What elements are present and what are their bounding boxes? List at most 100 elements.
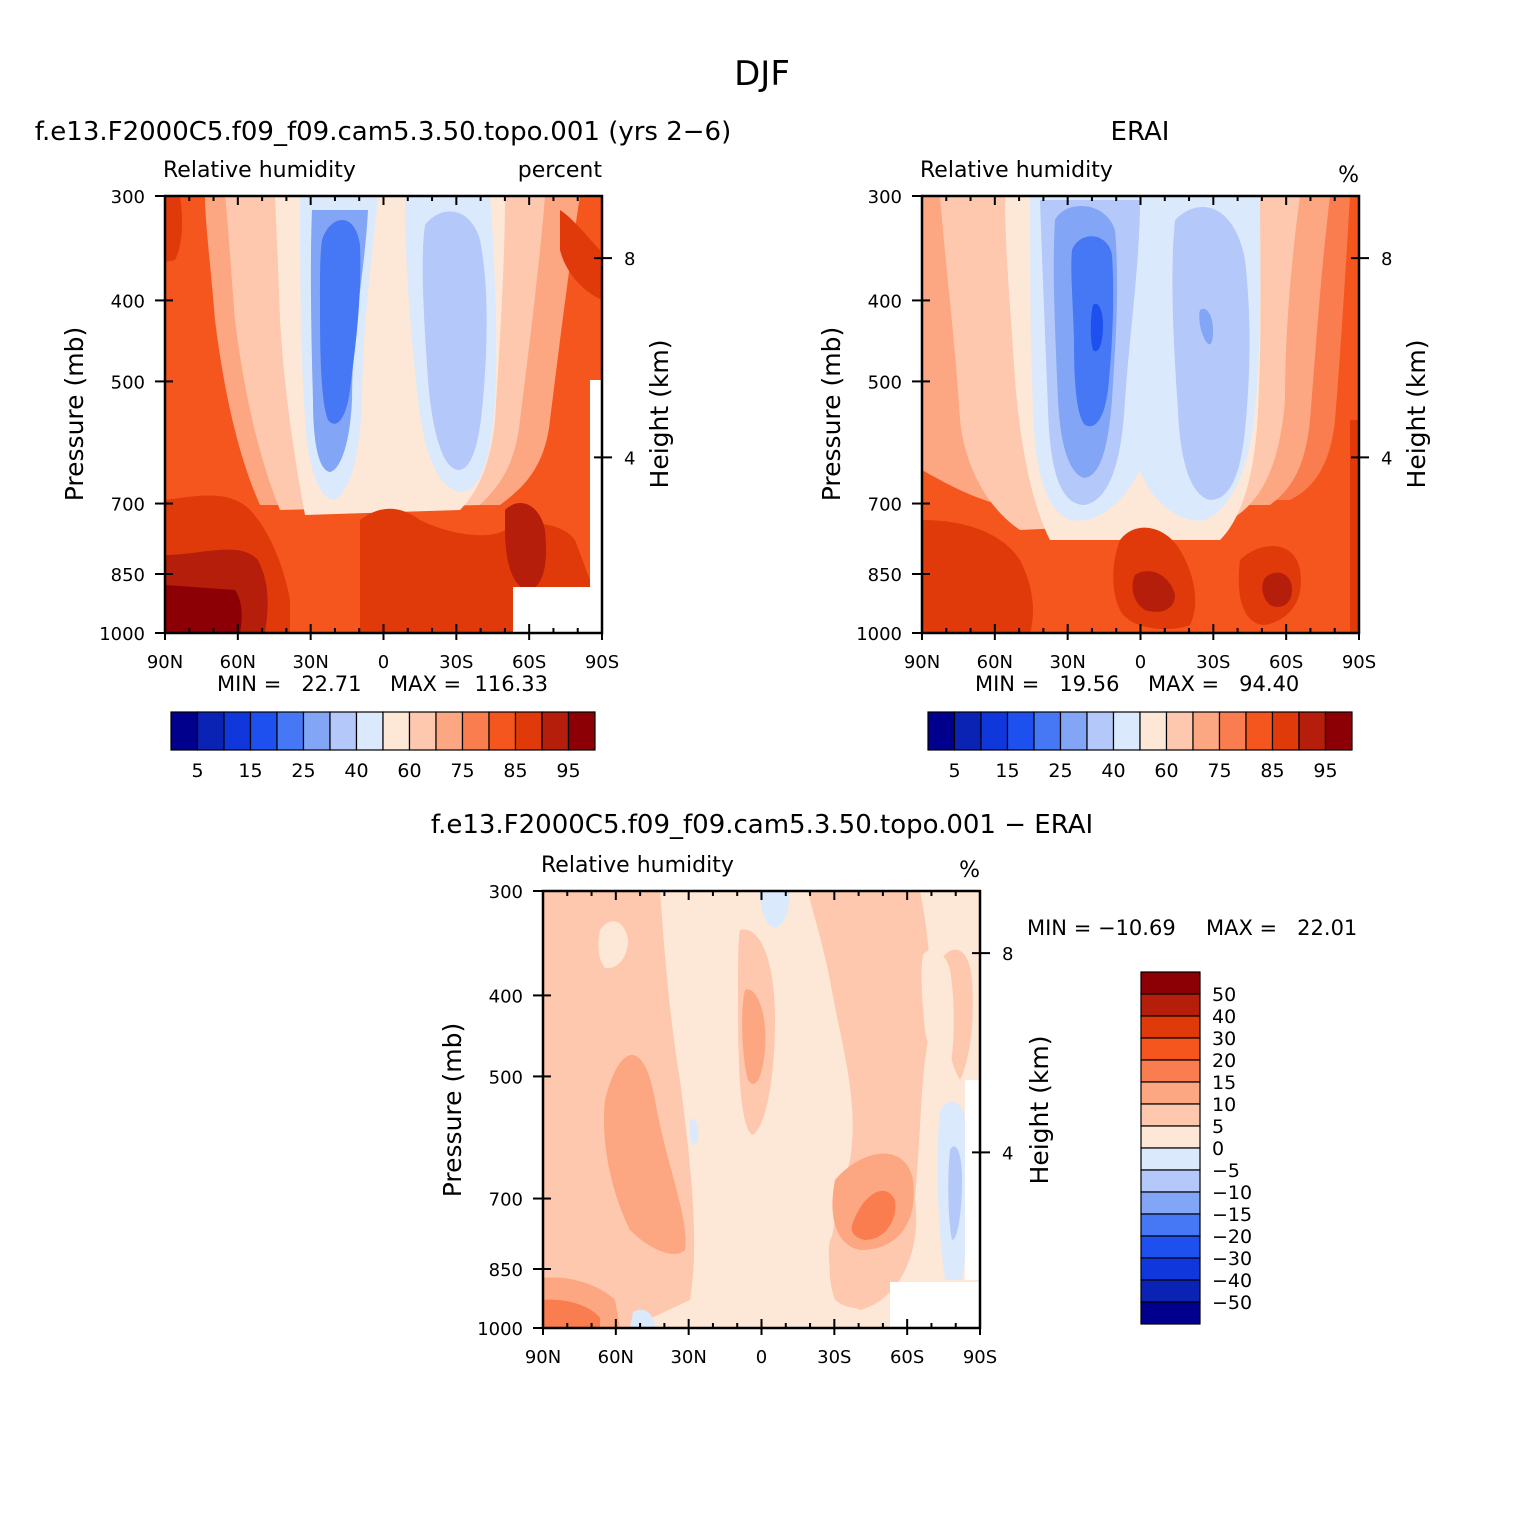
colorbar-label: 95 <box>1313 760 1337 782</box>
colorbar-box <box>541 711 570 751</box>
colorbar-box <box>1112 711 1141 751</box>
colorbar-label: 85 <box>1260 760 1284 782</box>
x-tick-label: 60N <box>977 652 1013 673</box>
colorbar-box <box>1140 1257 1201 1281</box>
colorbar-label: 30 <box>1212 1028 1236 1050</box>
panel-difference-min: MIN = −10.69 <box>1027 916 1176 940</box>
colorbar-box <box>1140 1213 1201 1237</box>
panel-difference-max: MAX = 22.01 <box>1206 916 1357 940</box>
colorbar-box <box>1271 711 1300 751</box>
panel-model-contours <box>165 196 602 633</box>
colorbar-label: 25 <box>291 760 315 782</box>
colorbar-box <box>196 711 225 751</box>
y-tick-label: 400 <box>868 291 902 312</box>
colorbar-box <box>1140 1015 1201 1039</box>
x-tick-label: 60S <box>512 652 546 673</box>
colorbar-label: 85 <box>503 760 527 782</box>
colorbar-box <box>1140 1103 1201 1127</box>
panel-model-units-label: percent <box>518 158 603 183</box>
x-tick-label: 30N <box>292 652 328 673</box>
colorbar-box <box>488 711 517 751</box>
y-tick-label: 700 <box>111 495 145 516</box>
colorbar-box <box>1086 711 1115 751</box>
panel-model-y2label: Height (km) <box>645 340 674 489</box>
colorbar-box <box>435 711 464 751</box>
y-tick-label: 300 <box>868 187 902 208</box>
y2-tick-label: 8 <box>624 249 635 270</box>
colorbar-box <box>1140 1235 1201 1259</box>
panel-model-min: MIN = 22.71 <box>217 672 361 696</box>
colorbar-box <box>1192 711 1221 751</box>
panel-model-colorbar: 5 15 25 40 60 75 85 95 <box>170 711 596 782</box>
x-tick-label: 0 <box>378 652 389 673</box>
x-tick-label: 60S <box>1269 652 1303 673</box>
colorbar-label: 95 <box>556 760 580 782</box>
panel-difference-ylabel: Pressure (mb) <box>438 1023 467 1197</box>
panel-model-max: MAX = 116.33 <box>390 672 548 696</box>
x-tick-label: 60S <box>890 1347 924 1368</box>
colorbar-label: 5 <box>191 760 203 782</box>
panel-erai-max: MAX = 94.40 <box>1148 672 1299 696</box>
y2-tick-label: 4 <box>1002 1143 1013 1164</box>
colorbar-box <box>1006 711 1035 751</box>
panel-model: f.e13.F2000C5.f09_f09.cam5.3.50.topo.001… <box>35 117 731 782</box>
x-tick-label: 0 <box>1135 652 1146 673</box>
x-tick-label: 30S <box>817 1347 851 1368</box>
colorbar-box <box>1059 711 1088 751</box>
colorbar-label: 15 <box>1212 1072 1236 1094</box>
panel-difference-variable-label: Relative humidity <box>541 853 734 878</box>
y-tick-label: 500 <box>868 372 902 393</box>
x-tick-label: 0 <box>756 1347 767 1368</box>
colorbar-label: 40 <box>344 760 368 782</box>
panel-erai-colorbar: 5 15 25 40 60 75 85 95 <box>927 711 1353 782</box>
y-tick-label: 500 <box>489 1067 523 1088</box>
colorbar-box <box>249 711 278 751</box>
colorbar-label: 40 <box>1101 760 1125 782</box>
y-tick-label: 500 <box>111 372 145 393</box>
colorbar-label: −50 <box>1212 1292 1252 1314</box>
colorbar-label: 60 <box>397 760 421 782</box>
colorbar-box <box>1140 1301 1201 1325</box>
colorbar-label: −5 <box>1212 1160 1240 1182</box>
colorbar-box <box>1140 1037 1201 1061</box>
colorbar-label: 15 <box>238 760 262 782</box>
colorbar-box <box>1218 711 1247 751</box>
colorbar-box <box>382 711 411 751</box>
colorbar-label: 75 <box>450 760 474 782</box>
colorbar-box <box>567 711 596 751</box>
colorbar-box <box>1245 711 1274 751</box>
y-tick-label: 1000 <box>99 624 145 645</box>
colorbar-box <box>302 711 331 751</box>
y-tick-label: 850 <box>868 565 902 586</box>
panel-erai-y2label: Height (km) <box>1402 340 1431 489</box>
colorbar-label: 75 <box>1207 760 1231 782</box>
panel-difference: f.e13.F2000C5.f09_f09.cam5.3.50.topo.001… <box>431 810 1357 1368</box>
colorbar-label: 10 <box>1212 1094 1236 1116</box>
colorbar-box <box>1140 1081 1201 1105</box>
colorbar-box <box>276 711 305 751</box>
y2-tick-label: 4 <box>1381 448 1392 469</box>
colorbar-box <box>514 711 543 751</box>
panel-erai-title: ERAI <box>1111 117 1170 147</box>
panel-difference-contours <box>543 891 980 1328</box>
y-tick-label: 850 <box>489 1260 523 1281</box>
y-tick-label: 400 <box>111 291 145 312</box>
y-tick-label: 300 <box>489 882 523 903</box>
colorbar-box <box>1140 1147 1201 1171</box>
colorbar-box <box>1324 711 1353 751</box>
panel-erai-ylabel: Pressure (mb) <box>817 327 846 501</box>
colorbar-label: −40 <box>1212 1270 1252 1292</box>
colorbar-box <box>355 711 384 751</box>
colorbar-label: −15 <box>1212 1204 1252 1226</box>
y-tick-label: 700 <box>868 495 902 516</box>
colorbar-box <box>170 711 199 751</box>
colorbar-label: −10 <box>1212 1182 1252 1204</box>
x-tick-label: 30S <box>1196 652 1230 673</box>
panel-erai-contours <box>922 196 1359 633</box>
x-tick-label: 90S <box>1342 652 1376 673</box>
colorbar-label: −30 <box>1212 1248 1252 1270</box>
x-tick-label: 90N <box>147 652 183 673</box>
colorbar-box <box>329 711 358 751</box>
panel-model-title: f.e13.F2000C5.f09_f09.cam5.3.50.topo.001… <box>35 117 731 147</box>
panel-model-axes: 90N 60N 30N 0 30S 60S 90S 300 400 500 700 850 1000 8 4 <box>99 187 635 673</box>
